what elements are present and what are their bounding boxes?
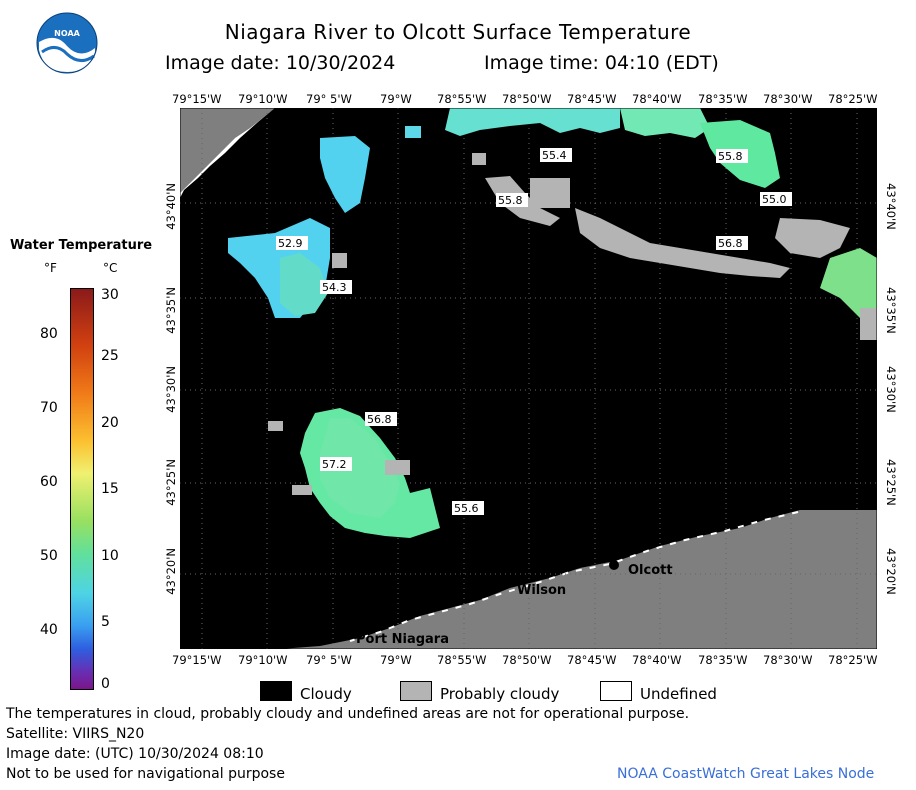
lon-tick: 78°40'W [632,92,682,106]
lon-tick: 78°50'W [502,92,552,106]
central-patch [268,408,440,538]
lon-tick: 79°15'W [172,92,222,106]
lon-tick: 79°10'W [238,92,288,106]
lat-tick: 43°35'N [164,287,178,334]
temp-label: 52.9 [278,237,303,250]
footer-utc: Image date: (UTC) 10/30/2024 08:10 [6,746,264,762]
image-date: Image date: 10/30/2024 [165,52,396,74]
footer-satellite: Satellite: VIIRS_N20 [6,726,145,742]
lon-tick: 78°50'W [502,653,552,667]
colorbar-title: Water Temperature [10,238,153,253]
legend-undefined-swatch [600,681,632,701]
temp-label: 55.8 [498,194,523,207]
f-tick: 70 [40,400,58,416]
colorbar [70,288,94,690]
temp-label: 55.6 [454,502,479,515]
logo-text: NOAA [54,29,80,38]
land-canada [180,108,275,193]
f-tick: 80 [40,326,58,342]
lon-tick: 79°10'W [238,653,288,667]
temp-label: 55.0 [762,193,787,206]
lon-tick: 78°45'W [567,92,617,106]
temp-label: 55.4 [542,149,567,162]
lat-tick: 43°25'N [164,459,178,506]
f-tick: 40 [40,622,58,638]
c-tick: 0 [101,676,110,692]
lat-tick: 43°30'N [164,366,178,413]
f-tick: 60 [40,474,58,490]
lon-tick: 78°25'W [828,92,878,106]
lat-tick: 43°20'N [164,548,178,595]
lon-tick: 78°35'W [698,92,748,106]
temp-label: 56.8 [367,413,392,426]
lon-tick: 78°45'W [567,653,617,667]
f-tick: 50 [40,548,58,564]
noaa-logo: NOAA [36,12,98,74]
lon-tick: 78°35'W [698,653,748,667]
c-tick: 10 [101,548,119,564]
legend-undefined-label: Undefined [640,685,717,703]
lon-tick: 78°25'W [828,653,878,667]
lon-tick: 79°15'W [172,653,222,667]
temperature-map: 55.4 55.8 55.8 55.0 56.8 52.9 54.3 56.8 … [180,108,877,649]
lon-tick: 78°55'W [437,653,487,667]
lon-tick: 78°30'W [763,653,813,667]
temp-label: 54.3 [322,281,347,294]
c-tick: 30 [101,287,119,303]
lon-tick: 78°55'W [437,92,487,106]
lon-tick: 78°30'W [763,92,813,106]
legend-probably-cloudy-swatch [400,681,432,701]
place-port-niagara: Port Niagara [356,632,449,647]
lon-tick: 79° 5'W [306,653,352,667]
temp-label: 55.8 [718,150,743,163]
temp-label: 56.8 [718,237,743,250]
lat-tick: 43°40'N [884,183,898,230]
lon-tick: 78°40'W [632,653,682,667]
c-tick: 5 [101,614,110,630]
lat-tick: 43°25'N [884,459,898,506]
page-title: Niagara River to Olcott Surface Temperat… [224,20,692,44]
lon-tick: 79° 5'W [306,92,352,106]
place-olcott: Olcott [628,563,673,578]
legend-cloudy-label: Cloudy [300,685,352,703]
legend-probably-cloudy-label: Probably cloudy [440,685,560,703]
lat-tick: 43°40'N [164,183,178,230]
temp-label: 57.2 [322,458,347,471]
lon-tick: 79°W [380,653,412,667]
footer-nav: Not to be used for navigational purpose [6,766,285,782]
footer-note: The temperatures in cloud, probably clou… [6,706,690,722]
unit-c: °C [103,261,118,275]
lat-tick: 43°20'N [884,548,898,595]
lat-tick: 43°30'N [884,366,898,413]
image-time: Image time: 04:10 (EDT) [484,52,719,74]
c-tick: 20 [101,415,119,431]
footer-credit: NOAA CoastWatch Great Lakes Node [617,766,875,782]
north-band [405,108,877,340]
legend-cloudy-swatch [260,681,292,701]
lat-tick: 43°35'N [884,287,898,334]
place-wilson: Wilson [517,583,566,598]
c-tick: 25 [101,348,119,364]
unit-f: °F [44,261,57,275]
c-tick: 15 [101,481,119,497]
lon-tick: 79°W [380,92,412,106]
